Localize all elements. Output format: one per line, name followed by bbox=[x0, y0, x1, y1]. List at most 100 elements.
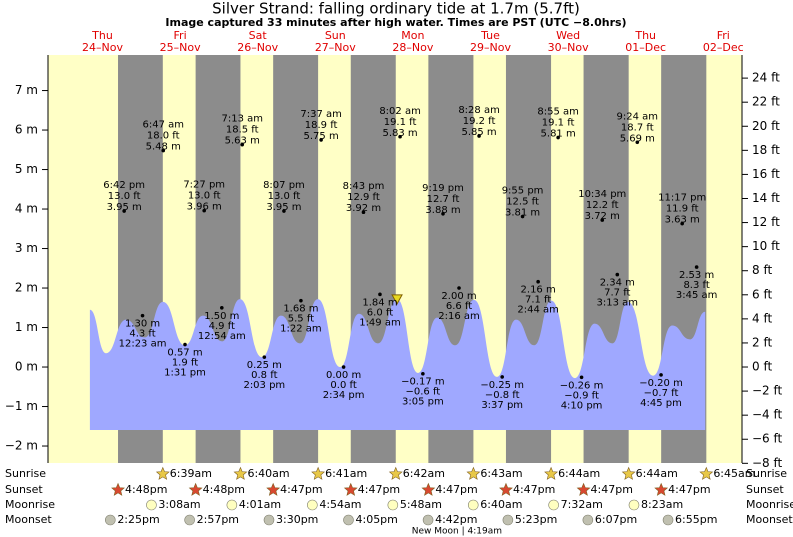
extreme-dot bbox=[299, 298, 303, 303]
extreme-dot bbox=[556, 135, 560, 140]
extreme-label: 13.0 ft bbox=[268, 191, 301, 202]
extreme-label: 19.1 ft bbox=[384, 117, 417, 128]
extreme-label: 5.85 m bbox=[461, 127, 496, 138]
sunset-icon bbox=[421, 482, 436, 496]
sunset-time: 4:47pm bbox=[358, 483, 400, 496]
extreme-dot bbox=[161, 148, 166, 153]
extreme-dot bbox=[122, 209, 126, 213]
sunset-icon bbox=[188, 482, 203, 496]
sunset-icon bbox=[111, 482, 125, 496]
extreme-label: 19.1 ft bbox=[542, 118, 575, 129]
extreme-label: 3:13 am bbox=[597, 298, 639, 309]
extreme-label: 11:17 pm bbox=[658, 193, 706, 204]
extreme-label: 3.81 m bbox=[505, 208, 540, 219]
sunset-time: 4:47pm bbox=[668, 483, 710, 496]
sunrise-icon bbox=[699, 466, 714, 480]
extreme-label: 1.84 m bbox=[362, 297, 397, 308]
extreme-label: 0.8 ft bbox=[251, 370, 277, 381]
current-marker bbox=[391, 294, 403, 305]
extreme-label: 12:23 am bbox=[119, 339, 167, 350]
extreme-label: 2.00 m bbox=[441, 291, 476, 302]
extreme-label: 2:16 am bbox=[438, 311, 480, 322]
moonset-icon bbox=[502, 514, 514, 526]
y-tick-label: 1 m bbox=[15, 320, 38, 334]
sunset-time: 4:47pm bbox=[280, 483, 322, 496]
extreme-dot bbox=[421, 371, 425, 376]
sunrise-time: 6:44am bbox=[636, 467, 678, 480]
sunset-time: 4:47pm bbox=[591, 483, 633, 496]
extreme-label: 18.0 ft bbox=[147, 131, 180, 142]
extreme-dot bbox=[319, 138, 323, 142]
extreme-label: 3.88 m bbox=[425, 205, 460, 216]
extreme-label: 7.1 ft bbox=[525, 295, 551, 306]
extreme-label: 5.48 m bbox=[146, 142, 181, 153]
sunset-icon bbox=[266, 482, 281, 496]
day-date: 26–Nov bbox=[237, 41, 278, 54]
y-tick-label: 0 m bbox=[15, 360, 38, 374]
moonrise-time: 4:54am bbox=[319, 498, 361, 511]
y2-tick-label: 16 ft bbox=[752, 167, 780, 181]
extreme-label: 7:13 am bbox=[221, 114, 263, 125]
day-name: Fri bbox=[174, 29, 187, 42]
extreme-label: 19.2 ft bbox=[463, 116, 496, 127]
extreme-label: 3.63 m bbox=[665, 215, 700, 226]
y2-tick-label: 10 ft bbox=[752, 239, 780, 253]
extreme-label: −0.26 m bbox=[560, 380, 604, 391]
row-label: Sunset bbox=[746, 483, 784, 496]
moonset-time: 2:57pm bbox=[197, 513, 239, 526]
extreme-label: 12:54 am bbox=[198, 331, 246, 342]
extreme-label: 13.0 ft bbox=[188, 191, 221, 202]
extreme-label: 7.7 ft bbox=[604, 288, 630, 299]
moonrise-time: 3:08am bbox=[158, 498, 200, 511]
y2-tick-label: −6 ft bbox=[752, 432, 783, 446]
y2-tick-label: 6 ft bbox=[752, 287, 772, 301]
moonset-icon bbox=[184, 514, 195, 526]
extreme-dot bbox=[615, 272, 620, 277]
extreme-label: 3.95 m bbox=[107, 202, 142, 213]
chart-subtitle: Image captured 33 minutes after high wat… bbox=[165, 16, 626, 29]
extreme-label: 8.3 ft bbox=[683, 280, 709, 291]
extreme-label: 1.68 m bbox=[283, 304, 318, 315]
y2-tick-label: 20 ft bbox=[752, 119, 780, 133]
extreme-label: 3:37 pm bbox=[481, 400, 523, 411]
sunset-icon bbox=[343, 482, 358, 496]
extreme-label: 5.63 m bbox=[225, 136, 260, 147]
sunrise-time: 6:40am bbox=[247, 467, 289, 480]
extreme-label: 4.9 ft bbox=[209, 321, 235, 332]
extreme-label: 6:42 pm bbox=[103, 180, 145, 191]
sunrise-time: 6:45am bbox=[713, 467, 755, 480]
extreme-dot bbox=[441, 211, 445, 216]
row-label: Sunrise bbox=[5, 467, 46, 480]
extreme-label: 12.9 ft bbox=[347, 192, 380, 203]
day-name: Thu bbox=[634, 29, 656, 42]
extreme-label: 8:43 pm bbox=[343, 181, 385, 192]
extreme-dot bbox=[694, 265, 699, 269]
y2-tick-label: 0 ft bbox=[752, 360, 772, 374]
moonset-time: 6:55pm bbox=[675, 513, 717, 526]
sunrise-icon bbox=[155, 466, 170, 480]
moonrise-time: 5:48am bbox=[400, 498, 442, 511]
extreme-dot bbox=[240, 142, 245, 147]
extreme-label: −0.25 m bbox=[480, 380, 524, 391]
moonset-time: 6:07pm bbox=[595, 513, 637, 526]
moonrise-time: 6:40am bbox=[480, 498, 522, 511]
extreme-label: 3:05 pm bbox=[402, 397, 444, 408]
day-date: 30–Nov bbox=[548, 41, 589, 54]
moonset-time: 4:05pm bbox=[355, 513, 397, 526]
day-name: Sun bbox=[325, 29, 346, 42]
sunrise-icon bbox=[388, 466, 403, 480]
row-label: Moonset bbox=[746, 513, 793, 526]
row-label: Moonrise bbox=[746, 498, 793, 511]
row-label: Sunrise bbox=[746, 467, 787, 480]
extreme-label: 3.96 m bbox=[187, 202, 222, 213]
moon-phase: New Moon | 4:19am bbox=[412, 527, 502, 537]
moonrise-icon bbox=[387, 499, 399, 511]
extreme-dot bbox=[536, 279, 540, 284]
extreme-label: 5.81 m bbox=[541, 129, 576, 140]
extreme-label: 1:31 pm bbox=[164, 368, 206, 379]
extreme-label: 5.69 m bbox=[620, 133, 655, 144]
moonset-time: 3:30pm bbox=[276, 513, 318, 526]
y2-tick-label: 2 ft bbox=[752, 335, 772, 349]
extreme-label: 12.7 ft bbox=[427, 194, 460, 205]
extreme-label: 9:24 am bbox=[617, 111, 659, 122]
